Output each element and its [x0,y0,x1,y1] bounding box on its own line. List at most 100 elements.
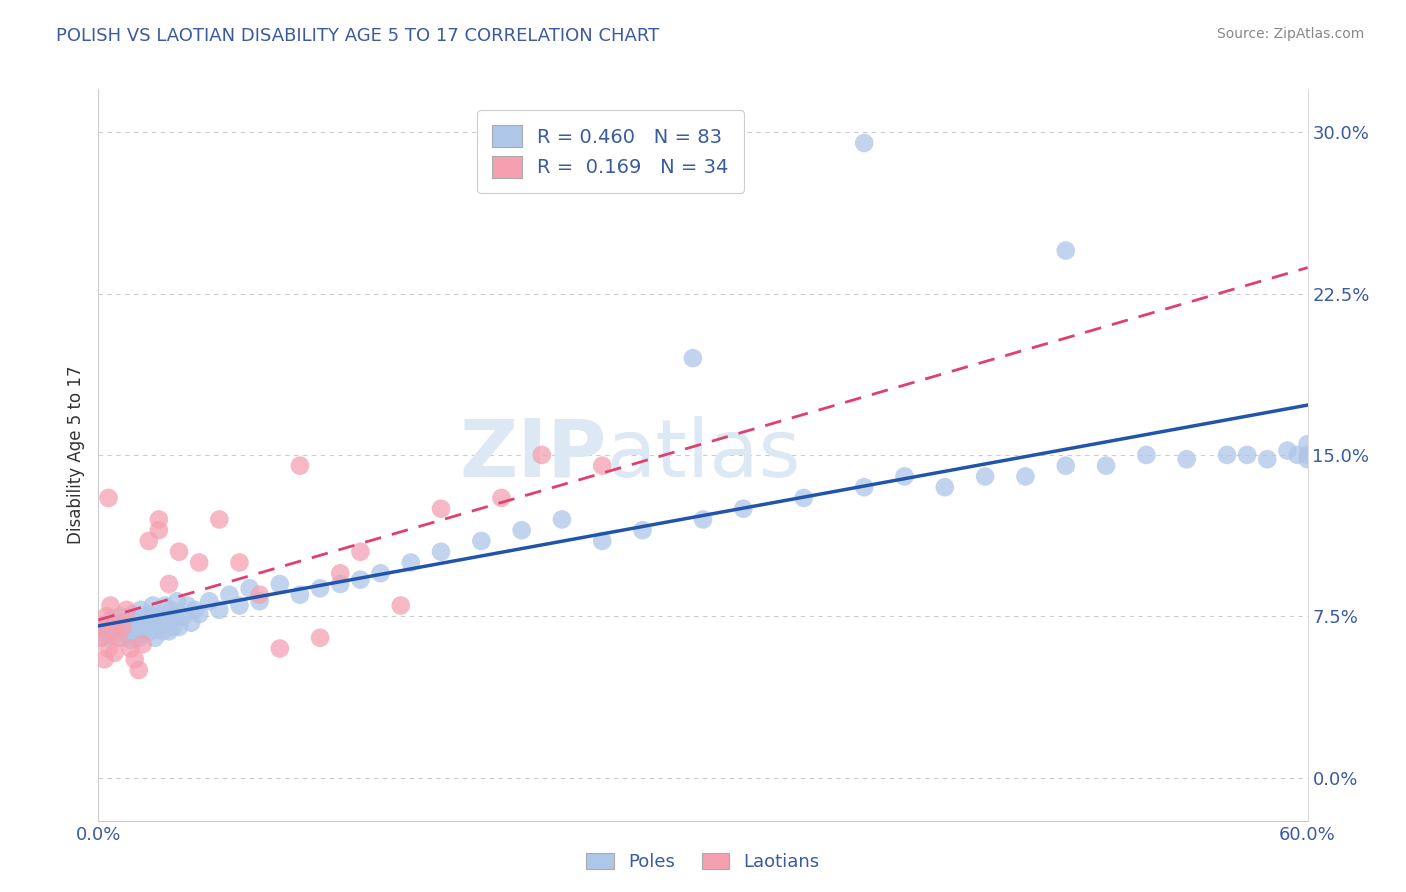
Point [97,641,120,656]
Point [733,501,755,516]
Point [893,469,915,483]
Point [93,652,115,666]
Point [120,641,142,656]
Point [309,631,332,645]
Point [96,624,118,639]
Point [349,573,371,587]
Point [1277,443,1299,458]
Point [1256,452,1278,467]
Point [1286,448,1309,462]
Point [93,620,115,634]
Point [1296,452,1319,467]
Point [510,523,533,537]
Point [132,626,155,640]
Point [103,646,125,660]
Text: Source: ZipAtlas.com: Source: ZipAtlas.com [1216,27,1364,41]
Point [128,663,150,677]
Point [157,577,180,591]
Point [148,620,170,634]
Point [269,641,291,656]
Point [135,620,157,634]
Point [100,629,122,643]
Point [134,611,156,625]
Point [188,607,211,621]
Point [115,603,138,617]
Point [91,631,114,645]
Point [101,624,124,639]
Point [157,624,180,639]
Text: ZIP: ZIP [458,416,606,494]
Point [249,594,271,608]
Point [349,545,371,559]
Point [682,351,704,365]
Y-axis label: Disability Age 5 to 17: Disability Age 5 to 17 [66,366,84,544]
Point [148,523,170,537]
Point [128,631,150,645]
Point [105,618,128,632]
Point [329,566,352,581]
Point [591,533,613,548]
Text: atlas: atlas [606,416,800,494]
Point [162,620,184,634]
Point [166,594,188,608]
Point [1236,448,1258,462]
Point [176,599,198,613]
Point [105,615,128,630]
Point [111,631,134,645]
Point [198,594,221,608]
Point [793,491,815,505]
Point [172,609,194,624]
Point [1296,448,1319,462]
Point [107,624,129,639]
Point [591,458,613,473]
Point [103,622,125,636]
Point [153,599,176,613]
Point [470,533,492,548]
Point [1175,452,1198,467]
Point [208,512,231,526]
Point [138,607,160,621]
Point [551,512,574,526]
Point [139,624,162,639]
Point [100,599,122,613]
Point [1216,448,1239,462]
Point [269,577,291,591]
Point [101,611,124,625]
Point [118,614,141,628]
Point [121,607,143,621]
Point [125,615,148,630]
Point [97,491,120,505]
Point [111,620,134,634]
Point [329,577,352,591]
Point [288,458,311,473]
Point [143,631,166,645]
Point [631,523,654,537]
Point [853,480,876,494]
Point [114,620,136,634]
Point [974,469,997,483]
Point [228,556,250,570]
Point [142,599,165,613]
Point [188,556,211,570]
Point [146,609,169,624]
Point [228,599,250,613]
Point [208,603,231,617]
Point [491,491,513,505]
Point [249,588,271,602]
Point [530,448,553,462]
Point [1054,244,1077,258]
Point [124,652,146,666]
Point [399,556,422,570]
Point [218,588,240,602]
Point [124,624,146,639]
Point [184,603,207,617]
Point [167,620,190,634]
Point [1054,458,1077,473]
Point [1296,437,1319,451]
Point [389,599,412,613]
Point [288,588,311,602]
Point [160,603,183,617]
Point [180,615,202,630]
Point [152,624,174,639]
Point [853,136,876,150]
